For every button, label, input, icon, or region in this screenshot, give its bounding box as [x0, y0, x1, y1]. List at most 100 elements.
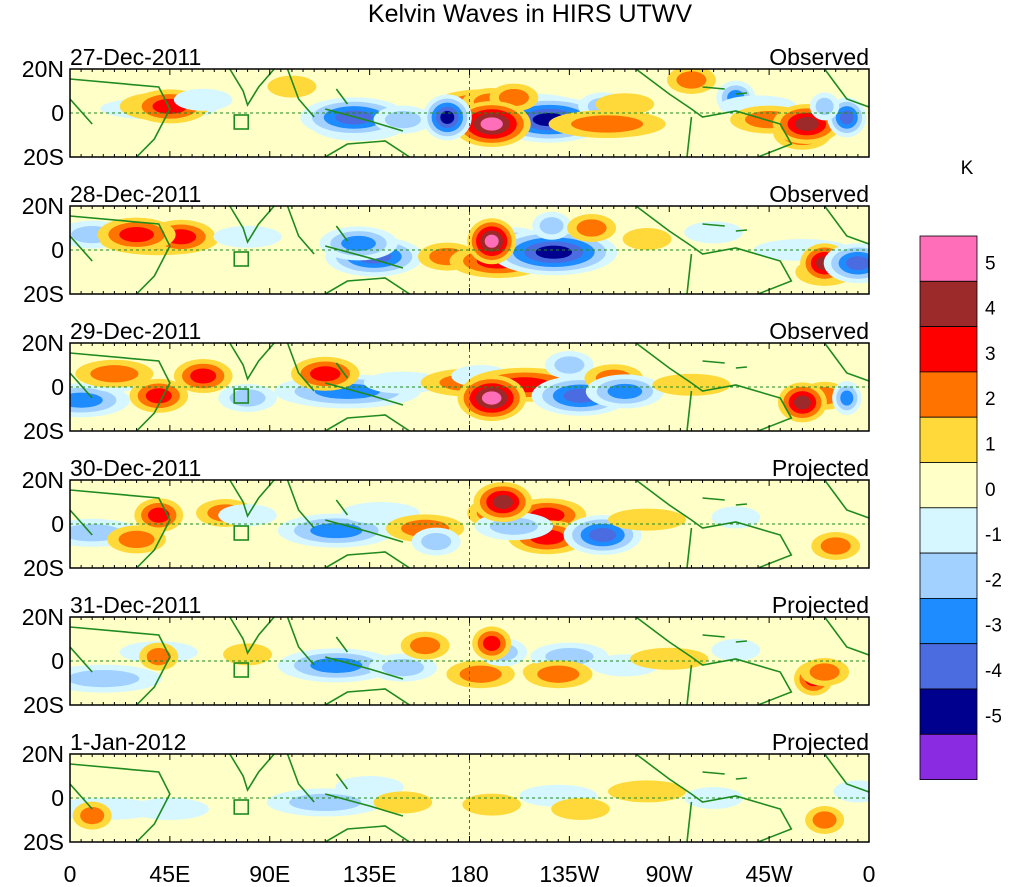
americas-coast — [635, 206, 793, 294]
anomaly-contour — [630, 647, 709, 670]
anomaly-contour — [622, 228, 672, 250]
coastlines — [70, 69, 869, 157]
panel-4: 30-Dec-2011 Projected 20N 0 20S — [22, 455, 870, 581]
y-tick-label: 20S — [23, 144, 64, 170]
colorbar-swatch — [919, 416, 978, 463]
panel-1: 27-Dec-2011 Observed 20N 0 20S — [22, 44, 870, 170]
anomaly-contour — [119, 227, 154, 243]
anomaly-contour — [812, 811, 837, 829]
australia-coast — [324, 688, 411, 705]
x-tick-label: 180 — [450, 861, 488, 887]
anomaly-contour — [381, 658, 424, 677]
anomaly-field — [70, 351, 862, 423]
colorbar-label: 5 — [985, 253, 996, 274]
west-africa-coast — [823, 343, 869, 382]
colorbar-label: 4 — [985, 299, 996, 320]
anomaly-contour — [711, 639, 761, 661]
coastlines — [70, 480, 869, 568]
colorbar-label: -3 — [985, 616, 1002, 637]
anomaly-contour — [146, 647, 171, 666]
anomaly-contour — [537, 665, 580, 683]
caribbean-coast — [702, 223, 748, 232]
y-tick-label: 20N — [22, 330, 64, 356]
anomaly-contour — [676, 71, 707, 89]
y-tick-label: 20N — [22, 467, 64, 493]
panel-date: 27-Dec-2011 — [70, 44, 201, 70]
anomaly-contour — [794, 117, 819, 131]
anomaly-contour — [267, 75, 317, 98]
anomaly-contour — [310, 366, 341, 382]
anomaly-contour — [554, 356, 585, 374]
anomaly-contour — [190, 368, 217, 384]
panel-5: 31-Dec-2011 Projected 20N 0 20S — [22, 592, 870, 718]
box-marker — [233, 388, 250, 404]
africa-coast — [70, 489, 171, 568]
colorbar-label: -2 — [985, 570, 1002, 591]
anomaly-contour — [815, 97, 834, 116]
anomaly-contour — [410, 636, 441, 655]
panel-date: 1-Jan-2012 — [70, 729, 186, 755]
anomaly-contour — [833, 780, 869, 803]
panel-status: Observed — [769, 318, 869, 344]
anomaly-contour — [459, 665, 502, 683]
anomaly-contour — [820, 537, 851, 555]
africa-coast — [70, 626, 171, 705]
panel-status: Projected — [772, 592, 869, 618]
anomaly-contour — [80, 806, 105, 825]
anomaly-contour — [481, 391, 502, 405]
panel-status: Observed — [769, 44, 869, 70]
anomaly-contour — [793, 395, 811, 410]
panel-3: 29-Dec-2011 Observed 20N 0 20S — [22, 318, 870, 444]
anomaly-contour — [462, 793, 521, 816]
colorbar-swatch — [919, 643, 978, 690]
caribbean-coast — [702, 360, 748, 369]
box-marker — [233, 525, 250, 541]
anomaly-contour — [384, 110, 421, 129]
colorbar-swatch — [919, 733, 978, 780]
colorbar-label: 2 — [985, 389, 996, 410]
caribbean-coast — [702, 497, 748, 506]
anomaly-contour — [173, 88, 233, 111]
y-tick-label: 20S — [23, 692, 64, 718]
y-tick-label: 20S — [23, 281, 64, 307]
coastlines — [70, 343, 869, 431]
anomaly-contour — [335, 776, 404, 798]
australia-coast — [324, 414, 411, 431]
anomaly-contour — [70, 669, 140, 688]
india-coast — [229, 754, 275, 792]
anomaly-contour — [90, 365, 139, 383]
panel-date: 29-Dec-2011 — [70, 318, 201, 344]
anomaly-contour — [289, 793, 362, 812]
colorbar-swatch — [919, 280, 978, 327]
africa-coast — [70, 352, 171, 431]
anomaly-contour — [571, 115, 644, 133]
west-africa-coast — [823, 480, 869, 519]
anomaly-contour — [363, 371, 442, 394]
anomaly-contour — [480, 117, 503, 131]
box-marker — [233, 251, 250, 267]
y-tick-label: 0 — [51, 511, 64, 537]
box-marker — [233, 662, 250, 678]
panel-date: 30-Dec-2011 — [70, 455, 201, 481]
coastlines — [70, 754, 869, 842]
x-tick-label: 135E — [343, 861, 397, 887]
box-marker — [233, 799, 250, 815]
x-axis: 0 45E 90E 135E 180 135W 90W 45W 0 — [64, 861, 876, 887]
panel-status: Observed — [769, 181, 869, 207]
anomaly-contour — [711, 506, 761, 529]
y-tick-label: 20N — [22, 741, 64, 767]
australia-coast — [324, 277, 411, 294]
colorbar-title: K — [961, 158, 974, 179]
australia-coast — [324, 825, 411, 842]
panel-status: Projected — [772, 729, 869, 755]
colorbar-swatch — [919, 326, 978, 373]
india-coast — [229, 617, 275, 655]
x-tick-label: 90W — [646, 861, 694, 887]
anomaly-contour — [684, 221, 743, 244]
x-tick-label: 135W — [539, 861, 599, 887]
anomaly-contour — [421, 532, 452, 551]
anomaly-contour — [607, 508, 687, 531]
africa-coast — [70, 763, 171, 842]
australia-coast — [324, 551, 411, 568]
